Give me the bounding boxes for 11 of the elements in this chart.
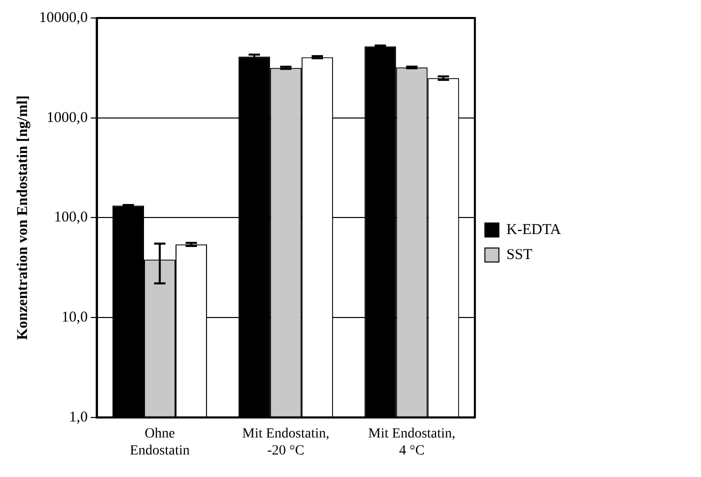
x-tick-label: Mit Endostatin, 4 °C (368, 426, 456, 458)
y-tick-label: 1,0 (69, 409, 88, 426)
x-tick-label: Mit Endostatin, -20 °C (242, 426, 330, 458)
x-tick-label: Ohne Endostatin (130, 426, 190, 458)
legend-label: SST (506, 246, 532, 263)
y-tick-label: 1000,0 (46, 110, 88, 126)
y-axis-title: Konzentration von Endostatin [ng/ml] (14, 95, 31, 340)
legend-label: K-EDTA (506, 222, 562, 238)
y-tick-label: 10000,0 (39, 10, 88, 26)
y-tick-label: 10,0 (62, 309, 88, 326)
y-tick-label: 100,0 (54, 210, 88, 226)
